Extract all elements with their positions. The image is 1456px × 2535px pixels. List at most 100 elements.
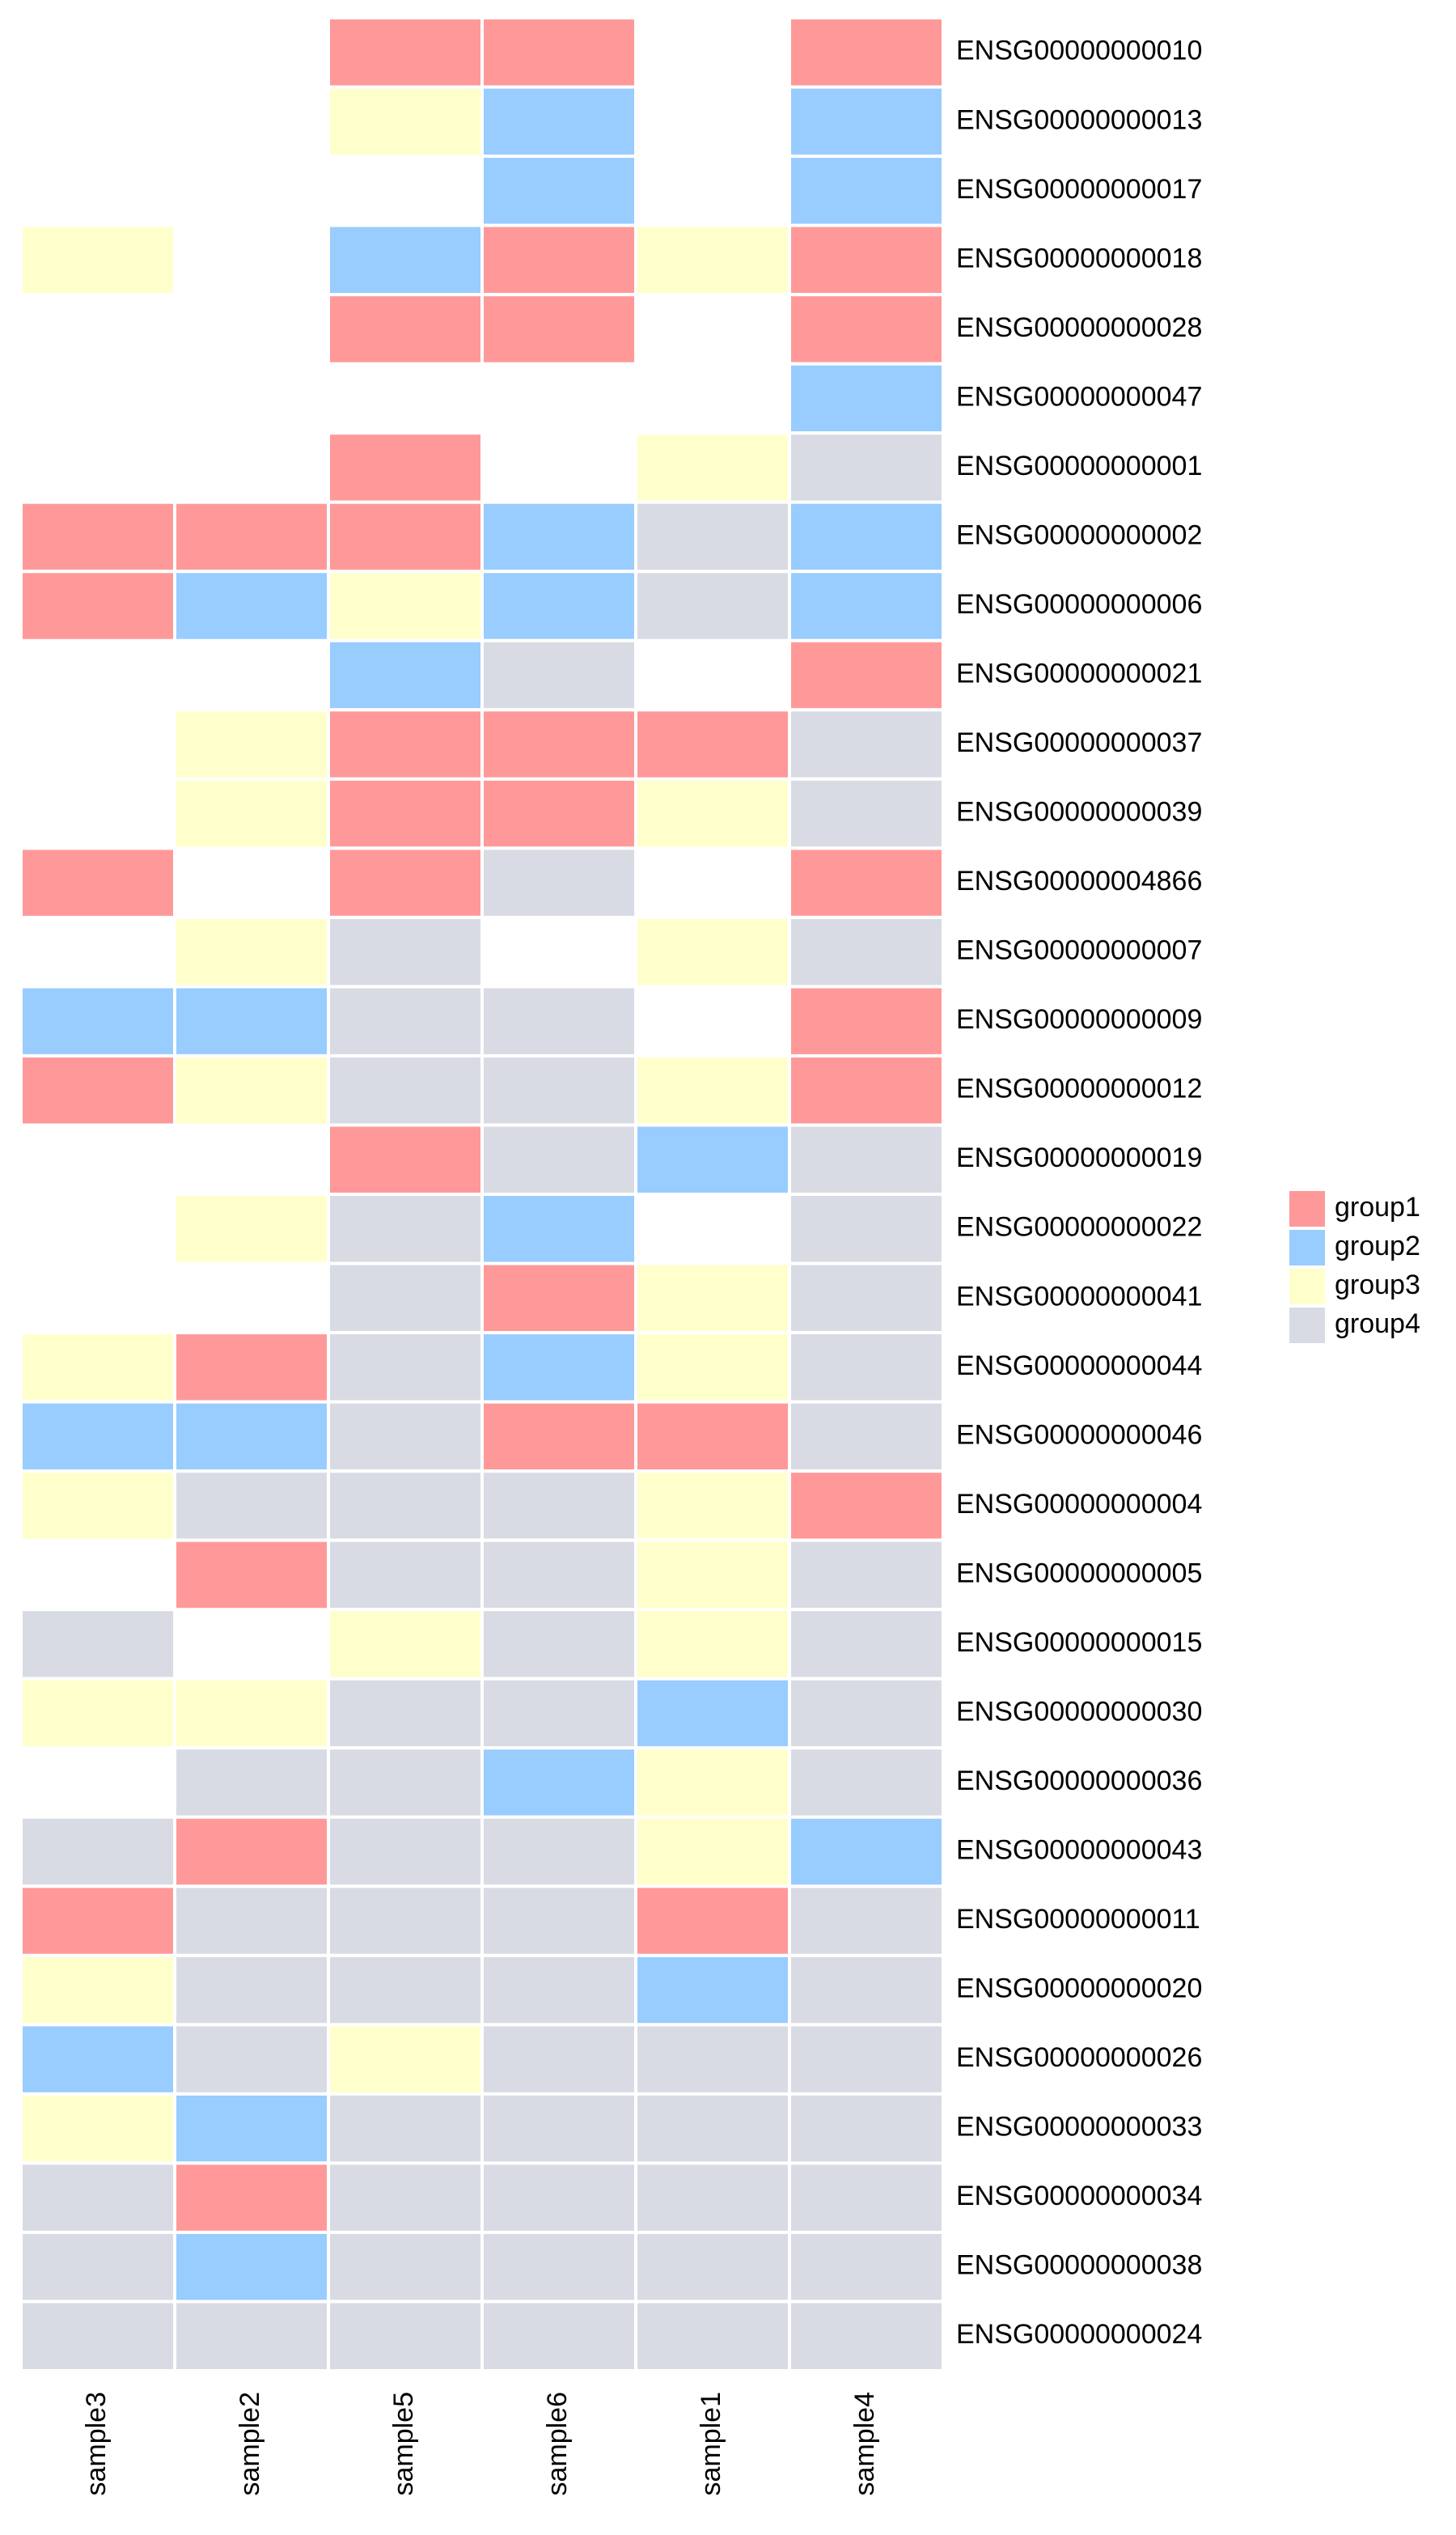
heatmap-cell: [19, 2230, 176, 2304]
legend-swatch: [1289, 1308, 1325, 1343]
heatmap-cell: [19, 1884, 176, 1957]
heatmap-cell: [327, 1193, 484, 1265]
heatmap-cell: [173, 1469, 330, 1542]
heatmap-cell: [19, 846, 176, 919]
heatmap-cell: [480, 85, 637, 159]
row-label: ENSG00000000017: [956, 174, 1202, 205]
row-label: ENSG00000000006: [956, 589, 1202, 620]
heatmap-cell: [173, 2092, 330, 2165]
heatmap-cell: [480, 1193, 637, 1265]
heatmap-cell: [788, 2161, 945, 2234]
heatmap-cell: [480, 1053, 637, 1127]
heatmap-cell: [327, 985, 484, 1058]
heatmap-cell: [19, 570, 176, 642]
heatmap-cell: [634, 1884, 791, 1957]
heatmap-cell: [173, 2161, 330, 2234]
row-label: ENSG00000000002: [956, 519, 1202, 550]
heatmap-cell: [480, 2092, 637, 2165]
heatmap-cell: [634, 1400, 791, 1473]
heatmap-cell: [634, 500, 791, 574]
heatmap-cell: [327, 777, 484, 850]
row-label: ENSG00000000015: [956, 1627, 1202, 1658]
heatmap-cell: [788, 1469, 945, 1542]
heatmap-cell: [788, 362, 945, 435]
heatmap-cell: [19, 1608, 176, 1681]
heatmap-cell: [480, 2161, 637, 2234]
heatmap-cell: [788, 1261, 945, 1335]
heatmap-cell: [19, 1053, 176, 1127]
column-label: sample3: [81, 2392, 112, 2496]
heatmap-cell: [480, 2023, 637, 2096]
heatmap-cell: [634, 223, 791, 297]
heatmap-cell: [327, 846, 484, 919]
heatmap-cell: [634, 1815, 791, 1889]
heatmap-cell: [788, 915, 945, 989]
legend-swatch: [1289, 1191, 1325, 1227]
legend-swatch: [1289, 1269, 1325, 1304]
row-label: ENSG00000000007: [956, 935, 1202, 966]
row-label: ENSG00000000005: [956, 1558, 1202, 1588]
heatmap-cell: [788, 1677, 945, 1750]
heatmap-cell: [173, 1400, 330, 1473]
heatmap-cell: [19, 1469, 176, 1542]
heatmap-cell: [19, 500, 176, 574]
legend-swatch: [1289, 1230, 1325, 1265]
heatmap-cell: [788, 2300, 945, 2373]
heatmap-cell: [327, 1608, 484, 1681]
heatmap-cell: [19, 985, 176, 1058]
heatmap-cell: [19, 2161, 176, 2234]
heatmap-cell: [327, 1677, 484, 1750]
heatmap-cell: [327, 431, 484, 504]
row-label: ENSG00000000037: [956, 727, 1202, 758]
heatmap-cell: [173, 1746, 330, 1819]
heatmap-cell: [480, 1677, 637, 1750]
row-label: ENSG00000000019: [956, 1142, 1202, 1173]
heatmap-cell: [788, 500, 945, 574]
legend-label: group2: [1335, 1231, 1420, 1261]
heatmap-cell: [19, 1953, 176, 2027]
heatmap-cell: [173, 708, 330, 781]
row-label: ENSG00000000043: [956, 1835, 1202, 1866]
heatmap-cell: [788, 431, 945, 504]
heatmap-cell: [634, 1053, 791, 1127]
heatmap-cell: [788, 638, 945, 712]
heatmap-cell: [173, 915, 330, 989]
heatmap-cell: [634, 777, 791, 850]
heatmap-cell: [327, 1746, 484, 1819]
heatmap-cell: [480, 570, 637, 642]
heatmap-cell: [19, 1331, 176, 1404]
row-label: ENSG00000000001: [956, 451, 1202, 481]
column-label: sample2: [235, 2392, 265, 2496]
row-label: ENSG00000000034: [956, 2181, 1202, 2211]
heatmap-cell: [788, 1400, 945, 1473]
heatmap-cell: [19, 2092, 176, 2165]
heatmap-cell: [480, 1953, 637, 2027]
heatmap-cell: [788, 1884, 945, 1957]
heatmap-cell: [327, 1538, 484, 1612]
heatmap-cell: [788, 985, 945, 1058]
row-label: ENSG00000000044: [956, 1350, 1202, 1381]
heatmap-cell: [480, 1815, 637, 1889]
heatmap-cell: [327, 1884, 484, 1957]
heatmap-cell: [327, 2023, 484, 2096]
heatmap-cell: [788, 223, 945, 297]
row-label: ENSG00000000038: [956, 2250, 1202, 2281]
row-label: ENSG00000000030: [956, 1696, 1202, 1727]
row-label: ENSG00000000009: [956, 1004, 1202, 1035]
heatmap-cell: [327, 2230, 484, 2304]
row-label: ENSG00000000033: [956, 2112, 1202, 2143]
row-label: ENSG00000000024: [956, 2319, 1202, 2350]
heatmap-cell: [634, 2023, 791, 2096]
heatmap-cell: [327, 708, 484, 781]
heatmap-cell: [788, 2230, 945, 2304]
heatmap-cell: [634, 1538, 791, 1612]
row-label: ENSG00000000028: [956, 312, 1202, 343]
heatmap-cell: [19, 2300, 176, 2373]
column-label: sample5: [388, 2392, 419, 2496]
heatmap-cell: [634, 2300, 791, 2373]
heatmap-cell: [327, 1469, 484, 1542]
heatmap-cell: [480, 1608, 637, 1681]
row-label: ENSG00000000012: [956, 1074, 1202, 1104]
heatmap-cell: [788, 1538, 945, 1612]
